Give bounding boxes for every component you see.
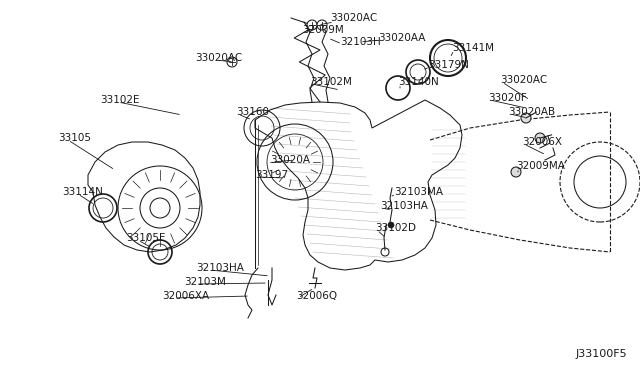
Text: 33020A: 33020A (270, 155, 310, 165)
Text: J33100F5: J33100F5 (576, 349, 628, 359)
Text: 32006XA: 32006XA (162, 291, 209, 301)
Text: 33020AA: 33020AA (378, 33, 426, 43)
Text: 32103MA: 32103MA (394, 187, 443, 197)
Text: 33105: 33105 (58, 133, 91, 143)
Text: 33140N: 33140N (398, 77, 439, 87)
Circle shape (317, 20, 327, 30)
Text: 33102D: 33102D (375, 223, 416, 233)
Circle shape (511, 167, 521, 177)
Text: 32006X: 32006X (522, 137, 562, 147)
Text: 32006Q: 32006Q (296, 291, 337, 301)
Text: 33020AB: 33020AB (508, 107, 555, 117)
Text: 33020AC: 33020AC (500, 75, 547, 85)
Circle shape (535, 133, 545, 143)
Circle shape (388, 222, 394, 228)
Circle shape (521, 113, 531, 123)
Text: 33179N: 33179N (428, 60, 469, 70)
Text: 32103H: 32103H (340, 37, 381, 47)
Text: 32103M: 32103M (184, 277, 226, 287)
Text: 33020AC: 33020AC (330, 13, 377, 23)
Text: 33020AC: 33020AC (195, 53, 243, 63)
Text: 32009M: 32009M (302, 25, 344, 35)
Circle shape (227, 57, 237, 67)
Text: 32103HA: 32103HA (196, 263, 244, 273)
Text: 32009MA: 32009MA (516, 161, 565, 171)
Text: 32103HA: 32103HA (380, 201, 428, 211)
Text: 33020F: 33020F (488, 93, 527, 103)
Text: 33102E: 33102E (100, 95, 140, 105)
Text: 33105E: 33105E (126, 233, 166, 243)
Circle shape (307, 20, 317, 30)
Text: 33160: 33160 (236, 107, 269, 117)
Text: 33102M: 33102M (310, 77, 352, 87)
Text: 33114N: 33114N (62, 187, 103, 197)
Text: 33141M: 33141M (452, 43, 494, 53)
Text: 33197: 33197 (255, 170, 288, 180)
